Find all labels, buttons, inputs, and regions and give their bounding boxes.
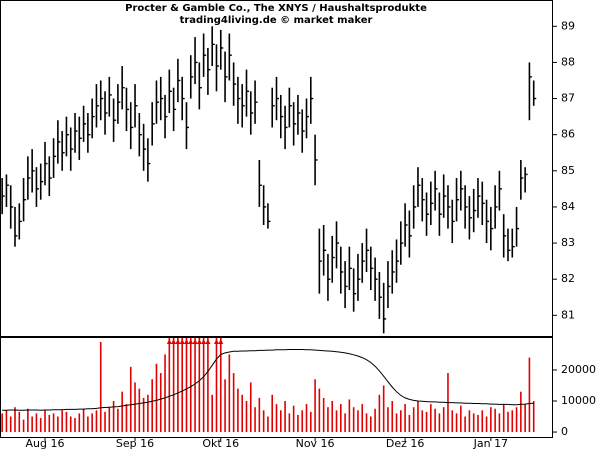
volume-clip-marker (188, 339, 194, 344)
y2-tick-label: 20000 (561, 363, 596, 376)
y2-tick-label: 0 (561, 425, 568, 438)
x-tick-label: Jan 17 (473, 437, 508, 450)
volume-clip-marker (218, 339, 224, 344)
chart-title: Procter & Gamble Co., The XNYS / Haushal… (125, 3, 427, 14)
volume-clip-marker (205, 339, 211, 344)
y-tick-label: 83 (561, 236, 575, 249)
chart-subtitle: trading4living.de © market maker (180, 15, 373, 26)
y-tick-label: 81 (561, 308, 575, 321)
price-panel (0, 0, 553, 337)
x-tick-label: Okt 16 (202, 437, 239, 450)
x-tick-label: Aug 16 (26, 437, 65, 450)
y-tick-label: 88 (561, 55, 575, 68)
y-tick-label: 89 (561, 19, 575, 32)
volume-clip-marker (166, 339, 172, 344)
y-tick-label: 82 (561, 272, 575, 285)
y-tick-label: 87 (561, 92, 575, 105)
y-tick-label: 85 (561, 164, 575, 177)
volume-clip-marker (179, 339, 185, 344)
volume-clip-marker (196, 339, 202, 344)
x-tick-label: Nov 16 (296, 437, 335, 450)
volume-clip-marker (213, 339, 219, 344)
volume-clip-marker (171, 339, 177, 344)
x-tick-label: Dez 16 (386, 437, 425, 450)
x-tick-label: Sep 16 (116, 437, 154, 450)
volume-clip-marker (183, 339, 189, 344)
volume-average (2, 349, 534, 411)
y-tick-label: 84 (561, 200, 575, 213)
y-tick-label: 86 (561, 128, 575, 141)
volume-clip-marker (201, 339, 207, 344)
volume-clip-marker (192, 339, 198, 344)
y2-tick-label: 10000 (561, 394, 596, 407)
volume-clip-marker (175, 339, 181, 344)
